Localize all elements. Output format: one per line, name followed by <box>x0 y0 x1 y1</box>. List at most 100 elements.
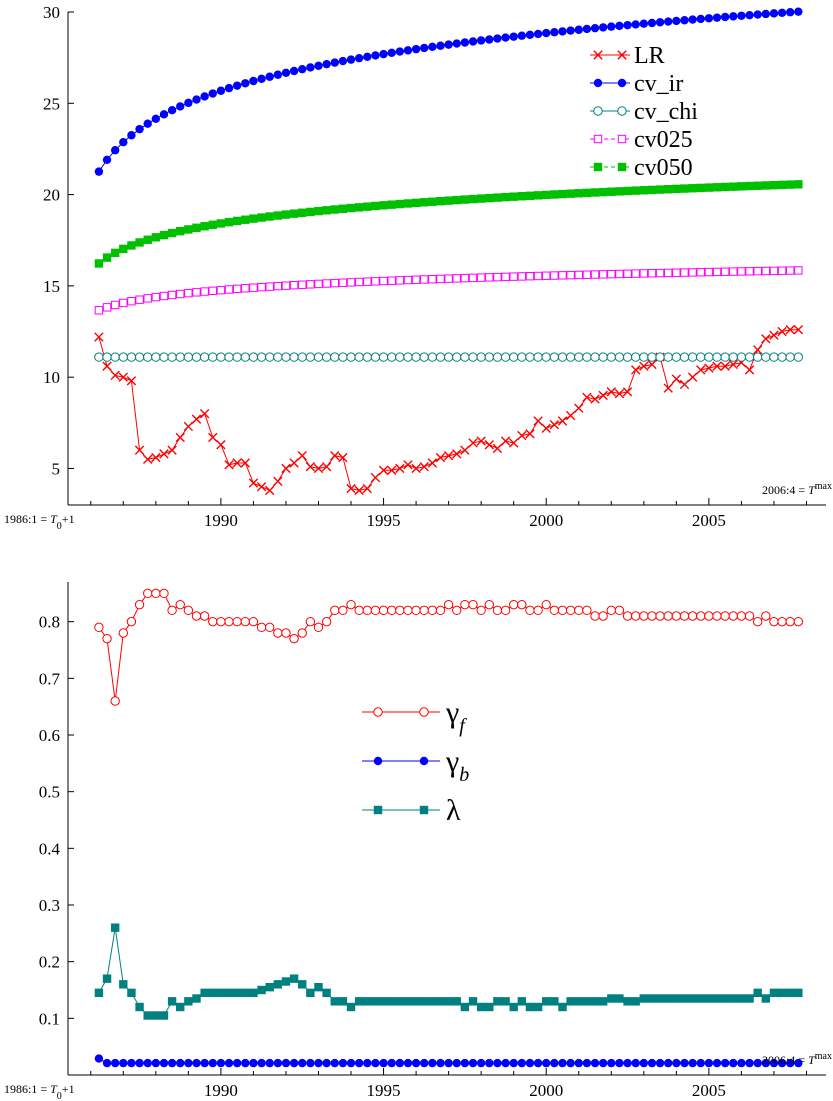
data-point-cv_ir <box>664 17 673 26</box>
data-point-cv_ir <box>615 21 624 31</box>
series-γf <box>94 588 804 706</box>
data-point-λ <box>452 997 461 1006</box>
data-point-γf <box>720 611 730 621</box>
legend-label-symbol: λ <box>446 794 461 827</box>
data-point-cv025 <box>306 280 315 289</box>
start-date-annotation-suffix: +1 <box>62 512 75 526</box>
data-point-λ <box>542 997 551 1006</box>
data-point-cv050 <box>664 185 673 194</box>
data-point-cv050 <box>428 197 437 206</box>
data-point-cv_ir <box>143 119 152 128</box>
data-point-cv_ir <box>387 48 396 58</box>
data-point-cv_chi <box>411 352 421 362</box>
data-point-cv_chi <box>313 352 324 362</box>
data-point-γb <box>249 1058 258 1068</box>
data-point-γb <box>322 1058 331 1068</box>
data-point-cv_ir <box>289 66 299 76</box>
data-point-LR <box>330 451 340 461</box>
data-point-cv_ir <box>249 76 258 86</box>
start-date-annotation-t: T <box>50 1082 58 1096</box>
data-point-cv_ir <box>542 28 551 38</box>
data-point-LR <box>500 436 511 446</box>
data-point-cv025 <box>704 267 714 277</box>
data-point-cv025 <box>151 292 161 302</box>
data-point-cv025 <box>436 274 445 284</box>
data-point-cv050 <box>200 222 209 231</box>
data-point-LR <box>118 372 128 382</box>
data-point-γb <box>354 1058 364 1068</box>
data-point-γf <box>655 611 665 621</box>
data-point-γf <box>533 605 543 616</box>
data-point-cv_chi <box>232 352 242 362</box>
data-point-cv050 <box>371 201 380 211</box>
data-point-cv025 <box>289 280 299 290</box>
data-point-λ <box>753 988 762 998</box>
legend-label: cv050 <box>634 155 693 181</box>
data-point-cv_ir <box>509 32 518 41</box>
legend-swatch-marker <box>373 756 383 766</box>
data-point-cv_ir <box>468 37 478 46</box>
data-point-cv050 <box>224 217 234 227</box>
legend-label: cv_chi <box>634 99 698 125</box>
data-point-λ <box>769 988 779 998</box>
data-point-cv025 <box>102 303 112 312</box>
data-point-cv_chi <box>143 352 153 362</box>
data-point-cv_chi <box>622 352 633 362</box>
data-point-LR <box>639 361 649 371</box>
legend-swatch-marker <box>593 134 603 144</box>
y-tick-label: 5 <box>52 459 61 478</box>
data-point-γf <box>606 605 616 616</box>
data-point-cv050 <box>761 181 771 190</box>
data-point-γf <box>313 622 324 633</box>
data-point-λ <box>574 997 583 1006</box>
data-point-λ <box>696 994 705 1003</box>
data-point-λ <box>127 988 136 998</box>
data-point-cv_chi <box>769 352 779 362</box>
data-point-γb <box>631 1058 640 1068</box>
data-point-γf <box>517 599 527 610</box>
data-point-λ <box>688 994 697 1003</box>
data-point-cv_ir <box>420 43 429 53</box>
x-tick-label: 2005 <box>692 1081 726 1100</box>
legend-label-subscript: b <box>459 764 469 786</box>
data-point-λ <box>598 997 608 1006</box>
data-point-LR <box>159 449 169 459</box>
data-point-γf <box>419 605 429 616</box>
data-point-cv_chi <box>297 352 307 362</box>
data-point-cv025 <box>216 285 226 295</box>
data-point-LR <box>427 458 438 468</box>
data-point-λ <box>143 1011 152 1020</box>
end-date-annotation: 2006:4 = Tmax <box>762 481 832 498</box>
data-point-LR <box>321 461 332 472</box>
data-point-cv025 <box>639 269 649 278</box>
data-point-cv_ir <box>712 13 722 22</box>
data-point-γb <box>550 1058 559 1068</box>
data-point-LR <box>110 370 120 381</box>
data-point-cv_chi <box>346 352 356 362</box>
data-point-γb <box>607 1058 616 1068</box>
data-point-cv_chi <box>460 352 470 362</box>
data-point-cv025 <box>346 278 356 287</box>
data-point-γb <box>444 1058 453 1068</box>
legend-label: γf <box>445 696 467 737</box>
data-point-γf <box>752 616 763 627</box>
data-point-λ <box>411 997 421 1006</box>
data-point-γb <box>509 1058 518 1068</box>
data-point-cv_chi <box>110 352 120 362</box>
data-point-γb <box>176 1058 185 1068</box>
data-point-cv025 <box>273 281 283 291</box>
data-point-cv025 <box>159 291 169 301</box>
data-point-cv_chi <box>435 352 446 362</box>
data-point-λ <box>444 997 453 1006</box>
data-point-cv_ir <box>631 20 640 29</box>
data-point-cv025 <box>493 272 502 282</box>
data-point-cv050 <box>143 235 152 244</box>
data-point-cv025 <box>428 274 437 284</box>
data-point-cv025 <box>338 278 348 287</box>
end-date-annotation-prefix: 2006:4 = <box>762 483 808 497</box>
data-point-λ <box>655 994 665 1003</box>
data-point-γf <box>208 616 218 627</box>
series-γb <box>94 1054 803 1068</box>
data-point-λ <box>664 994 673 1003</box>
data-point-LR <box>744 365 755 375</box>
